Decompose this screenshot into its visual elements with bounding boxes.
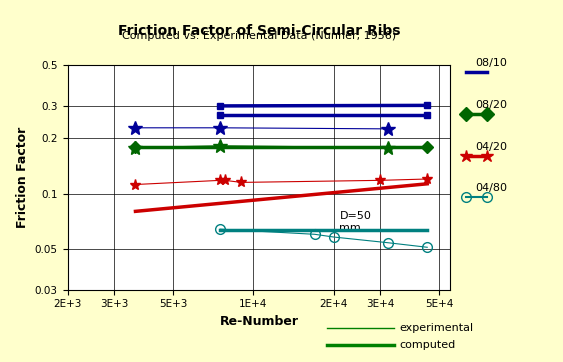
Text: computed: computed bbox=[400, 340, 456, 350]
Text: 08/20: 08/20 bbox=[476, 100, 508, 110]
Text: 08/10: 08/10 bbox=[476, 58, 508, 68]
X-axis label: Re-Number: Re-Number bbox=[220, 315, 298, 328]
Text: 04/20: 04/20 bbox=[476, 142, 508, 152]
Text: 04/80: 04/80 bbox=[476, 183, 508, 193]
Text: experimental: experimental bbox=[400, 323, 474, 333]
Text: Friction Factor of Semi-Circular Ribs: Friction Factor of Semi-Circular Ribs bbox=[118, 24, 400, 38]
Y-axis label: Friction Factor: Friction Factor bbox=[16, 127, 29, 228]
Text: Computed vs. Experimental Data (Nunner, 1956): Computed vs. Experimental Data (Nunner, … bbox=[122, 31, 396, 41]
Text: D=50
mm: D=50 mm bbox=[339, 211, 371, 233]
